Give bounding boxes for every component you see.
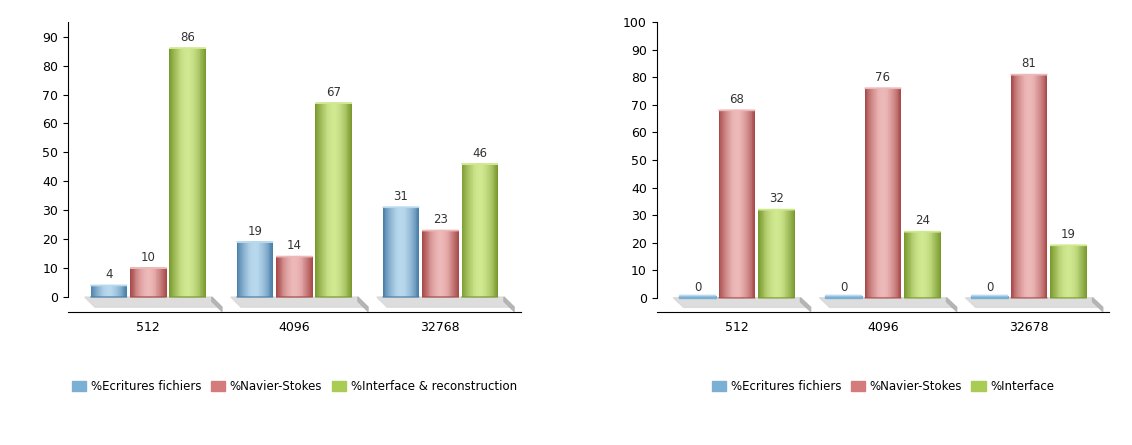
Text: 31: 31: [394, 190, 409, 203]
Legend: %Ecritures fichiers, %Navier-Stokes, %Interface: %Ecritures fichiers, %Navier-Stokes, %In…: [708, 376, 1058, 398]
Text: 4: 4: [105, 268, 112, 281]
Text: 86: 86: [180, 31, 195, 44]
Text: 14: 14: [286, 239, 302, 252]
Polygon shape: [504, 297, 514, 311]
Text: 0: 0: [694, 281, 701, 294]
Bar: [679, 295, 715, 298]
Text: 19: 19: [1061, 228, 1075, 241]
Text: 10: 10: [140, 251, 156, 264]
Text: 81: 81: [1021, 57, 1037, 70]
Polygon shape: [212, 297, 222, 311]
Text: 76: 76: [875, 71, 891, 84]
Text: 68: 68: [729, 93, 745, 106]
Polygon shape: [85, 297, 222, 307]
Bar: [825, 295, 861, 298]
Text: 32: 32: [769, 192, 783, 206]
Polygon shape: [358, 297, 368, 311]
Polygon shape: [1092, 298, 1103, 312]
Polygon shape: [800, 298, 811, 312]
Text: 0: 0: [986, 281, 993, 294]
Legend: %Ecritures fichiers, %Navier-Stokes, %Interface & reconstruction: %Ecritures fichiers, %Navier-Stokes, %In…: [67, 376, 522, 398]
Text: 0: 0: [840, 281, 847, 294]
Text: 23: 23: [432, 213, 448, 226]
Polygon shape: [377, 297, 514, 307]
Polygon shape: [966, 298, 1103, 307]
Text: 19: 19: [248, 225, 263, 238]
Polygon shape: [674, 298, 811, 307]
Bar: [971, 295, 1007, 298]
Text: 46: 46: [472, 147, 487, 160]
Polygon shape: [820, 298, 957, 307]
Text: 67: 67: [326, 86, 341, 99]
Text: 24: 24: [915, 214, 929, 227]
Polygon shape: [231, 297, 368, 307]
Polygon shape: [946, 298, 957, 312]
